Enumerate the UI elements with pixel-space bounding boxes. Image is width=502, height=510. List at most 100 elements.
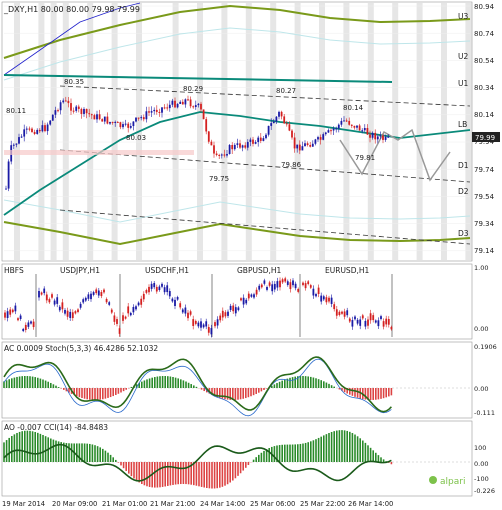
hbfs-body (11, 309, 14, 313)
candle-body (85, 108, 88, 114)
price-zone-band (4, 150, 194, 155)
ao-histogram-bar (354, 434, 356, 462)
session-stripe (416, 3, 423, 260)
hbfs-body (135, 306, 137, 310)
hbfs-body (19, 315, 22, 320)
ao-histogram-bar (208, 462, 211, 489)
candle-body (369, 134, 371, 138)
ac-histogram-bar (278, 381, 281, 388)
ac-stoch-indicator-area[interactable] (3, 356, 470, 417)
ac-histogram-bar (29, 376, 31, 388)
ao-histogram-bar (161, 462, 164, 487)
ao-histogram-bar (195, 462, 198, 486)
candle-body (38, 129, 41, 132)
ao-histogram-bar (364, 442, 367, 462)
ao-histogram-bar (304, 442, 307, 462)
ao-histogram-bar (377, 455, 380, 462)
ac-histogram-bar (265, 388, 268, 389)
ac-histogram-bar (44, 380, 47, 388)
ao-histogram-bar (156, 462, 159, 488)
candle-body (158, 111, 161, 113)
ao-histogram-bar (138, 462, 140, 483)
candle-body (70, 103, 72, 111)
hbfs-body (97, 290, 100, 296)
candle-body (140, 117, 143, 119)
candle-body (252, 139, 254, 144)
hbfs-body (61, 302, 64, 310)
ac-histogram-bar (112, 388, 114, 397)
ao-histogram-bar (89, 443, 91, 462)
ao-histogram-bar (367, 445, 369, 462)
ac-histogram-bar (91, 388, 94, 400)
candle-body (171, 100, 174, 105)
candle-body (116, 121, 119, 123)
candle-body (215, 153, 218, 155)
candle-body (207, 131, 210, 142)
ac-histogram-bar (375, 388, 377, 400)
candle-body (166, 107, 169, 109)
hbfs-body (38, 290, 40, 298)
ao-histogram-bar (21, 431, 23, 462)
hbfs-body (240, 298, 242, 301)
svg-text:D2: D2 (458, 187, 469, 196)
ac-histogram-bar (89, 388, 91, 400)
candle-body (93, 115, 96, 120)
ac-histogram-bar (372, 388, 374, 400)
ao-histogram-bar (5, 440, 8, 462)
ao-histogram-bar (198, 462, 200, 487)
ac-histogram-bar (8, 379, 10, 388)
hbfs-body (338, 311, 341, 315)
candle-body (345, 120, 348, 122)
hbfs-indicator-area[interactable] (4, 274, 393, 338)
candle-body (384, 136, 387, 140)
hbfs-body (237, 307, 240, 311)
ao-histogram-bar (317, 437, 320, 462)
ac-histogram-bar (333, 386, 335, 388)
hbfs-body (66, 310, 69, 317)
hbfs-body (325, 297, 328, 303)
ao-histogram-bar (133, 462, 135, 479)
candle-body (176, 103, 179, 108)
candle-body (36, 129, 39, 134)
candle-body (41, 125, 44, 132)
candle-body (366, 128, 369, 135)
svg-text:80.94: 80.94 (474, 3, 495, 11)
hbfs-body (189, 311, 192, 315)
ac-histogram-bar (107, 388, 109, 398)
ac-histogram-bar (50, 382, 52, 388)
ac-histogram-bar (31, 376, 34, 388)
ao-histogram-bar (265, 449, 268, 462)
ao-histogram-bar (286, 444, 289, 462)
candle-body (343, 120, 345, 122)
candle-body (270, 123, 273, 126)
hbfs-body (273, 283, 276, 290)
ac-histogram-bar (258, 388, 260, 393)
session-stripe (319, 3, 325, 260)
hbfs-body (103, 289, 105, 293)
candle-body (119, 122, 122, 128)
ao-histogram-bar (44, 436, 47, 462)
hbfs-body (4, 312, 6, 318)
price-chart-area[interactable] (3, 2, 471, 246)
ac-histogram-bar (63, 388, 65, 390)
ac-histogram-bar (156, 376, 159, 388)
ac-histogram-bar (55, 385, 57, 388)
ao-cci-indicator-area[interactable] (3, 430, 470, 489)
hbfs-body (100, 292, 103, 297)
candle-body (239, 143, 241, 148)
hbfs-body (105, 298, 108, 303)
candle-body (228, 145, 231, 154)
ac-histogram-bar (234, 388, 237, 400)
hbfs-body (176, 297, 179, 300)
ac-histogram-bar (109, 388, 112, 398)
hbfs-body (17, 318, 19, 321)
ac-histogram-bar (177, 378, 179, 388)
hbfs-body (341, 311, 343, 314)
session-stripes (14, 3, 472, 260)
ac-histogram-bar (169, 376, 172, 388)
session-stripe (465, 3, 472, 260)
hbfs-body (307, 281, 310, 285)
ao-histogram-bar (91, 444, 94, 462)
ao-histogram-bar (226, 462, 229, 485)
